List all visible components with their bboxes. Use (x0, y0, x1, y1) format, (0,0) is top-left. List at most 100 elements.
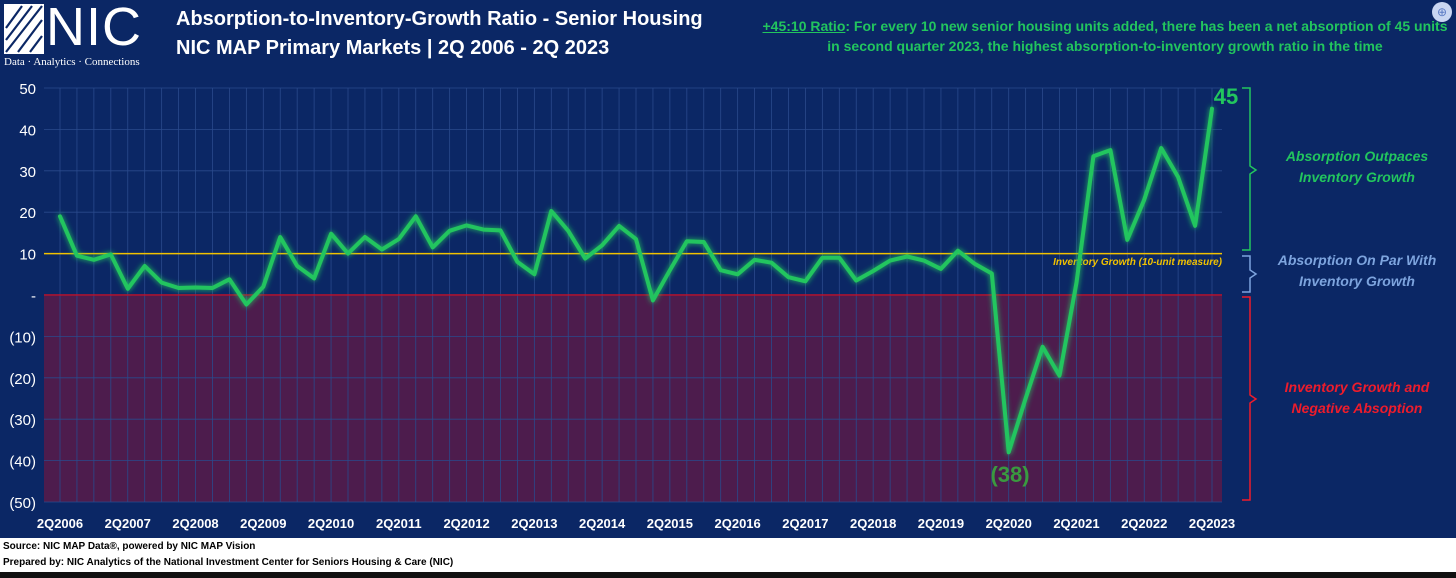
data-point (787, 275, 790, 279)
data-point (871, 269, 875, 273)
data-point (532, 272, 536, 276)
logo-mark (4, 4, 44, 54)
data-point (719, 268, 723, 272)
y-tick-label: (30) (9, 412, 36, 429)
x-tick-label: 2Q2020 (986, 516, 1032, 531)
reference-line-label: Inventory Growth (10-unit measure) (1053, 257, 1223, 268)
data-point (685, 239, 689, 243)
zone-label-line: Absorption On Par With (1277, 252, 1437, 268)
y-tick-label: 30 (19, 164, 36, 181)
data-point (651, 298, 655, 302)
data-point (1041, 345, 1044, 349)
footer-source: Source: NIC MAP Data®, powered by NIC MA… (3, 541, 256, 552)
data-point (346, 252, 350, 256)
zone-label-negative: Inventory Growth and Negative Absoption (1262, 377, 1452, 419)
negative-zone (44, 296, 1222, 502)
x-tick-label: 2Q2008 (172, 516, 218, 531)
x-tick-label: 2Q2006 (37, 516, 83, 531)
data-point (211, 286, 214, 290)
data-point (1007, 450, 1011, 454)
zone-label-line: Inventory Growth and (1284, 379, 1430, 395)
zoom-icon[interactable]: ⊕ (1432, 2, 1452, 22)
data-point (194, 286, 197, 289)
x-tick-label: 2Q2022 (1121, 516, 1167, 531)
x-tick-label: 2Q2023 (1189, 516, 1235, 531)
x-tick-label: 2Q2009 (240, 516, 286, 531)
data-point (363, 235, 367, 239)
data-point (888, 259, 892, 263)
x-tick-label: 2Q2010 (308, 516, 354, 531)
y-tick-label: 20 (19, 205, 36, 222)
x-tick-label: 2Q2016 (715, 516, 761, 531)
chart-subtitle: NIC MAP Primary Markets | 2Q 2006 - 2Q 2… (176, 37, 610, 59)
y-tick-label: - (31, 288, 36, 305)
chart-svg: Inventory Growth (10-unit measure) 50 40 3… (4, 4, 1258, 531)
data-point (770, 261, 773, 265)
data-point (228, 277, 231, 281)
footer-prepared-by: Prepared by: NIC Analytics of the Nation… (3, 557, 454, 568)
data-point (177, 286, 180, 290)
logo-tagline: Data · Analytics · Connections (4, 56, 140, 68)
logo-name: NIC (46, 0, 142, 57)
y-tick-label: (10) (9, 329, 36, 346)
data-point (837, 256, 841, 260)
data-point (92, 258, 96, 262)
data-point (939, 267, 943, 271)
data-point (854, 279, 858, 282)
data-point (312, 277, 316, 280)
data-point (905, 255, 909, 258)
data-point (431, 245, 435, 249)
brace-green (1242, 87, 1258, 251)
brace-red (1242, 296, 1258, 501)
data-point (329, 232, 333, 236)
data-point (465, 224, 468, 227)
data-point (804, 279, 807, 283)
y-tick-label: 10 (19, 247, 36, 264)
data-point (549, 209, 553, 213)
data-point (516, 260, 519, 264)
data-point (973, 262, 977, 266)
data-point (126, 287, 130, 291)
data-point (566, 229, 570, 233)
data-point (1176, 175, 1180, 179)
chart-title: Absorption-to-Inventory-Growth Ratio - S… (176, 8, 703, 30)
data-point (261, 285, 265, 289)
data-point (702, 240, 706, 244)
annotation-min: (38) (990, 462, 1029, 487)
x-tick-label: 2Q2012 (443, 516, 489, 531)
x-tick-label: 2Q2013 (511, 516, 557, 531)
data-point (1142, 198, 1146, 202)
zone-label-outpaces: Absorption Outpaces Inventory Growth (1262, 146, 1452, 188)
zone-label-line: Negative Absoption (1291, 400, 1423, 416)
data-point (143, 264, 147, 268)
y-tick-label: (40) (9, 454, 36, 471)
brace-blue (1242, 255, 1258, 293)
data-point (109, 253, 113, 256)
data-point (668, 268, 672, 272)
data-point (482, 228, 485, 231)
data-point (922, 259, 926, 263)
data-point (295, 264, 299, 268)
ratio-note: +45:10 Ratio: For every 10 new senior ho… (760, 16, 1450, 56)
data-point (600, 243, 604, 247)
y-tick-label: (50) (9, 495, 36, 512)
data-point (990, 272, 994, 275)
annotation-max: 45 (1214, 84, 1238, 109)
x-tick-label: 2Q2011 (376, 516, 422, 531)
data-point (244, 303, 248, 306)
data-point (753, 258, 756, 262)
zone-label-on-par: Absorption On Par With Inventory Growth (1262, 250, 1452, 292)
data-point (414, 214, 418, 218)
x-tick-label: 2Q2021 (1053, 516, 1099, 531)
data-point (1075, 281, 1078, 284)
y-tick-label: (20) (9, 371, 36, 388)
zone-label-line: Inventory Growth (1299, 273, 1415, 289)
ratio-note-key: +45:10 Ratio (762, 18, 846, 34)
data-point (583, 257, 587, 260)
data-point (1058, 374, 1061, 378)
y-tick-label: 40 (19, 122, 36, 139)
x-tick-label: 2Q2015 (647, 516, 693, 531)
data-point (1092, 154, 1095, 158)
x-tick-label: 2Q2019 (918, 516, 964, 531)
data-point (634, 237, 638, 241)
